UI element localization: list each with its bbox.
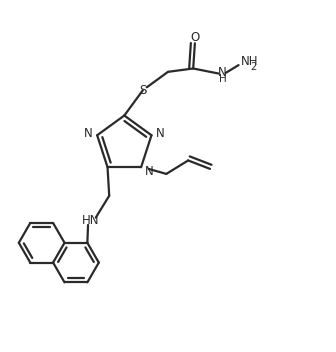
Text: H: H xyxy=(218,74,226,83)
Text: N: N xyxy=(145,165,154,178)
Text: NH: NH xyxy=(241,55,259,68)
Text: 2: 2 xyxy=(250,62,256,73)
Text: N: N xyxy=(218,66,227,79)
Text: S: S xyxy=(139,84,146,97)
Text: O: O xyxy=(190,31,200,44)
Text: N: N xyxy=(156,127,165,140)
Text: HN: HN xyxy=(82,214,99,227)
Text: N: N xyxy=(84,127,93,140)
